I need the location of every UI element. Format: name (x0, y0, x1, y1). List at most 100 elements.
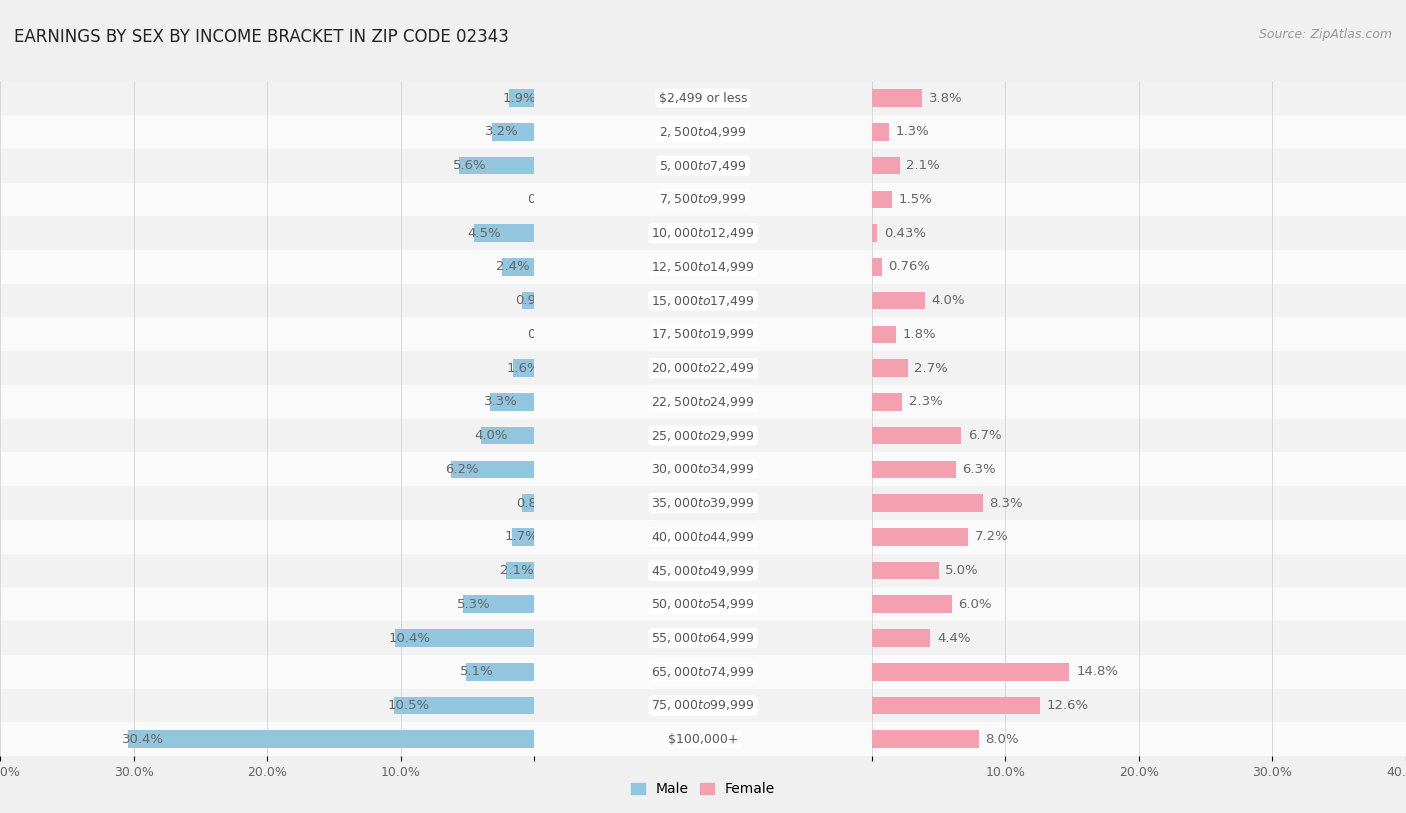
Bar (872, 190, 891, 208)
Bar (0, 149, 534, 182)
Text: $45,000 to $49,999: $45,000 to $49,999 (651, 563, 755, 577)
Bar (128, 730, 534, 748)
Text: 6.7%: 6.7% (967, 429, 1001, 442)
Bar (512, 528, 534, 546)
Bar (464, 595, 534, 613)
Bar (506, 562, 534, 580)
Bar (534, 81, 872, 115)
Text: 1.7%: 1.7% (505, 530, 538, 543)
Text: $7,500 to $9,999: $7,500 to $9,999 (659, 193, 747, 207)
Text: 1.6%: 1.6% (506, 362, 540, 375)
Bar (0, 351, 534, 385)
Bar (872, 89, 922, 107)
Bar (0, 216, 534, 250)
Text: 0.0%: 0.0% (527, 328, 561, 341)
Bar (0, 486, 534, 520)
Bar (0, 182, 534, 216)
Bar (872, 554, 1406, 587)
Text: 4.4%: 4.4% (938, 632, 970, 645)
Bar (0, 655, 534, 689)
Text: $55,000 to $64,999: $55,000 to $64,999 (651, 631, 755, 645)
Bar (872, 494, 983, 512)
Bar (492, 123, 534, 141)
Text: 1.3%: 1.3% (896, 125, 929, 138)
Text: 0.0%: 0.0% (527, 193, 561, 206)
Bar (534, 385, 872, 419)
Legend: Male, Female: Male, Female (626, 777, 780, 802)
Bar (872, 595, 952, 613)
Bar (872, 730, 979, 748)
Text: 7.2%: 7.2% (974, 530, 1008, 543)
Bar (872, 325, 896, 343)
Bar (0, 115, 534, 149)
Bar (395, 629, 534, 647)
Text: 0.95%: 0.95% (515, 294, 557, 307)
Bar (872, 292, 925, 310)
Bar (872, 528, 967, 546)
Text: 3.3%: 3.3% (484, 395, 517, 408)
Bar (872, 123, 889, 141)
Bar (872, 689, 1406, 723)
Text: 6.3%: 6.3% (963, 463, 997, 476)
Bar (534, 250, 872, 284)
Bar (872, 562, 939, 580)
Bar (491, 393, 534, 411)
Bar (872, 81, 1406, 115)
Text: $25,000 to $29,999: $25,000 to $29,999 (651, 428, 755, 442)
Text: $22,500 to $24,999: $22,500 to $24,999 (651, 395, 755, 409)
Bar (872, 149, 1406, 182)
Text: 5.3%: 5.3% (457, 598, 491, 611)
Bar (534, 689, 872, 723)
Text: 1.8%: 1.8% (903, 328, 936, 341)
Bar (872, 452, 1406, 486)
Bar (0, 520, 534, 554)
Text: 6.0%: 6.0% (959, 598, 993, 611)
Bar (872, 157, 900, 175)
Bar (481, 427, 534, 445)
Text: 5.0%: 5.0% (945, 564, 979, 577)
Text: 8.0%: 8.0% (986, 733, 1019, 746)
Bar (534, 284, 872, 317)
Bar (534, 554, 872, 587)
Bar (534, 723, 872, 756)
Bar (872, 115, 1406, 149)
Bar (872, 351, 1406, 385)
Bar (0, 554, 534, 587)
Text: 2.1%: 2.1% (907, 159, 941, 172)
Bar (0, 250, 534, 284)
Text: EARNINGS BY SEX BY INCOME BRACKET IN ZIP CODE 02343: EARNINGS BY SEX BY INCOME BRACKET IN ZIP… (14, 28, 509, 46)
Bar (534, 655, 872, 689)
Bar (534, 149, 872, 182)
Bar (872, 486, 1406, 520)
Text: $50,000 to $54,999: $50,000 to $54,999 (651, 598, 755, 611)
Text: $35,000 to $39,999: $35,000 to $39,999 (651, 496, 755, 510)
Bar (451, 460, 534, 478)
Bar (522, 292, 534, 310)
Bar (872, 419, 1406, 452)
Text: 5.6%: 5.6% (453, 159, 486, 172)
Bar (872, 587, 1406, 621)
Text: $65,000 to $74,999: $65,000 to $74,999 (651, 665, 755, 679)
Bar (502, 258, 534, 276)
Text: 4.5%: 4.5% (467, 227, 501, 240)
Bar (0, 81, 534, 115)
Bar (534, 419, 872, 452)
Text: $2,499 or less: $2,499 or less (659, 92, 747, 105)
Bar (467, 663, 534, 680)
Bar (509, 89, 534, 107)
Bar (534, 216, 872, 250)
Bar (534, 115, 872, 149)
Text: $17,500 to $19,999: $17,500 to $19,999 (651, 328, 755, 341)
Bar (0, 452, 534, 486)
Text: 2.7%: 2.7% (914, 362, 948, 375)
Text: 30.4%: 30.4% (121, 733, 163, 746)
Bar (872, 621, 1406, 655)
Bar (534, 351, 872, 385)
Text: 0.43%: 0.43% (884, 227, 927, 240)
Bar (872, 224, 877, 242)
Text: 1.5%: 1.5% (898, 193, 932, 206)
Bar (523, 494, 534, 512)
Text: 6.2%: 6.2% (444, 463, 478, 476)
Bar (872, 250, 1406, 284)
Bar (872, 663, 1070, 680)
